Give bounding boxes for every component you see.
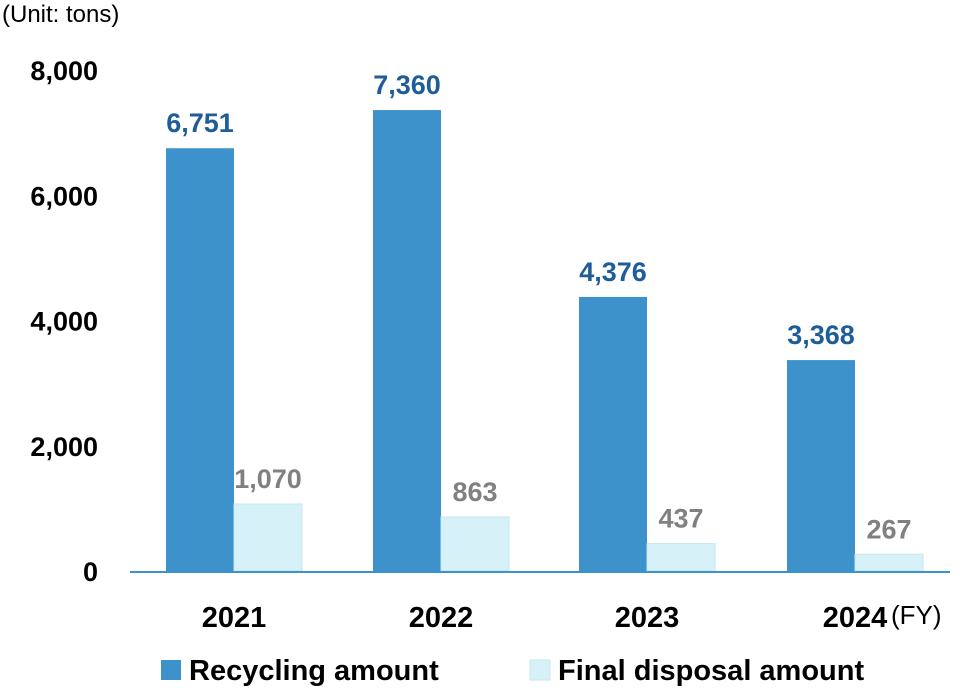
y-tick-label: 8,000 bbox=[30, 56, 98, 86]
bar-recycling bbox=[166, 148, 234, 571]
x-axis-ticks: 2021 2022 2023 2024 bbox=[202, 602, 888, 634]
bar-recycling bbox=[373, 110, 441, 571]
x-tick-label: 2022 bbox=[409, 602, 474, 634]
legend-swatch-recycling bbox=[161, 660, 181, 680]
bar-final-disposal bbox=[440, 516, 510, 572]
y-tick-label: 6,000 bbox=[30, 181, 98, 211]
unit-label: (Unit: tons) bbox=[2, 1, 119, 28]
legend-label-recycling: Recycling amount bbox=[189, 655, 439, 687]
bar-final-disposal bbox=[854, 553, 924, 572]
data-label-final-disposal: 863 bbox=[452, 477, 497, 507]
data-label-final-disposal: 437 bbox=[658, 504, 703, 534]
y-tick-label: 0 bbox=[83, 557, 98, 587]
legend-swatch-final-disposal bbox=[529, 659, 551, 681]
y-tick-label: 4,000 bbox=[30, 307, 98, 337]
x-tick-label: 2021 bbox=[202, 602, 267, 634]
y-axis-ticks: 0 2,000 4,000 6,000 8,000 bbox=[30, 56, 98, 587]
value-labels-group: 6,751 1,070 7,360 863 4,376 437 3,368 267 bbox=[166, 70, 911, 544]
data-label-recycling: 4,376 bbox=[579, 257, 647, 287]
data-label-recycling: 6,751 bbox=[166, 108, 234, 138]
x-unit-label: (FY) bbox=[891, 600, 942, 630]
data-label-recycling: 7,360 bbox=[373, 70, 441, 100]
legend: Recycling amount Final disposal amount bbox=[161, 655, 864, 687]
bar-final-disposal bbox=[646, 543, 716, 572]
x-tick-label: 2023 bbox=[615, 602, 680, 634]
y-tick-label: 2,000 bbox=[30, 432, 98, 462]
bars-group bbox=[166, 110, 924, 572]
data-label-final-disposal: 267 bbox=[866, 514, 911, 544]
legend-label-final-disposal: Final disposal amount bbox=[558, 655, 864, 687]
data-label-final-disposal: 1,070 bbox=[234, 464, 302, 494]
x-tick-label: 2024 bbox=[823, 602, 888, 634]
data-label-recycling: 3,368 bbox=[787, 320, 855, 350]
bar-recycling bbox=[579, 296, 647, 571]
bar-recycling bbox=[787, 360, 855, 571]
bar-final-disposal bbox=[233, 503, 303, 572]
